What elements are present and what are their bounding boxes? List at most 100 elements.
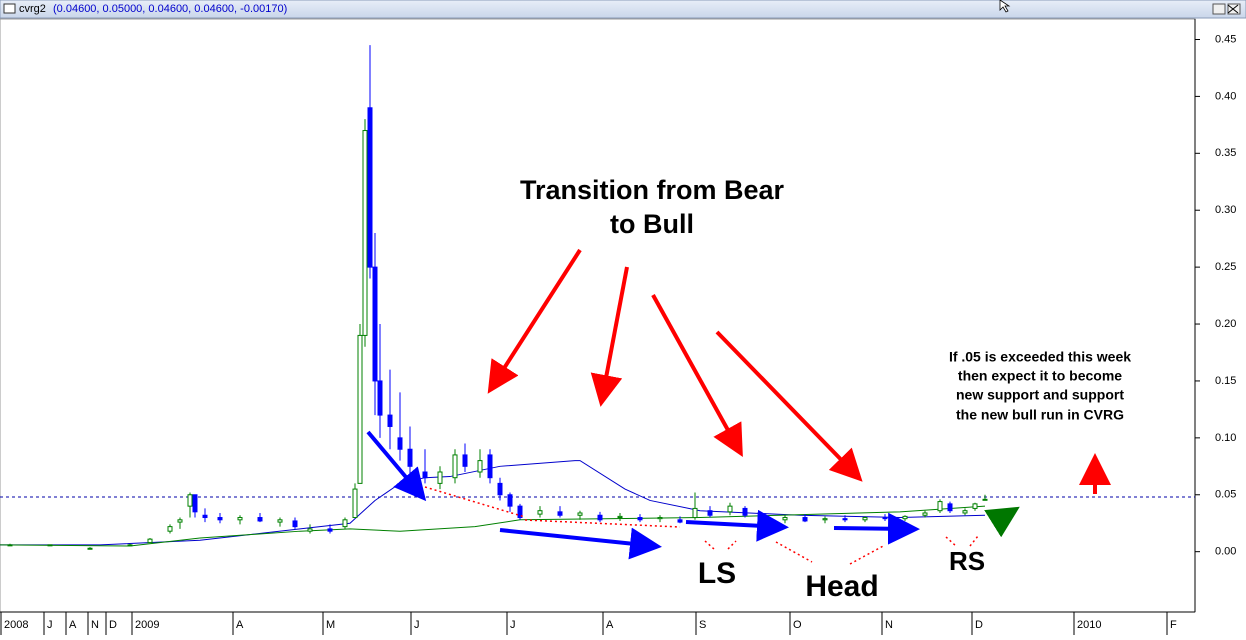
- candle-body: [707, 510, 713, 516]
- candle-body: [762, 517, 768, 521]
- candle-body: [367, 107, 373, 268]
- candle-body: [487, 454, 493, 479]
- candle-body: [422, 471, 428, 479]
- candle-body: [87, 547, 93, 550]
- candle-body: [617, 515, 623, 519]
- candle-body: [397, 437, 403, 450]
- candle-body: [477, 460, 483, 473]
- trend-line: [524, 519, 681, 528]
- candle-body: [327, 528, 333, 532]
- candle-body: [962, 510, 968, 514]
- plot-area: [0, 18, 1196, 613]
- candle-body: [947, 503, 953, 512]
- candle-body: [7, 544, 13, 547]
- label-rs: RS: [949, 546, 985, 576]
- pattern-mark: [849, 544, 886, 565]
- label-ls: LS: [698, 557, 736, 590]
- arrow: [499, 527, 662, 560]
- candle-body: [692, 507, 698, 519]
- cursor: [999, 0, 1011, 13]
- candle-body: [357, 334, 363, 484]
- candle-body: [342, 519, 348, 528]
- window-icon: [3, 3, 16, 14]
- candle-body: [982, 498, 988, 501]
- x-tick-label: A: [606, 619, 614, 631]
- x-tick-label: S: [699, 619, 706, 631]
- y-tick-label: 0.30: [1215, 204, 1236, 216]
- x-tick-label: N: [91, 619, 99, 631]
- x-tick-label: D: [109, 619, 117, 631]
- arrow: [715, 330, 863, 482]
- arrow: [487, 248, 582, 394]
- candle-body: [292, 520, 298, 528]
- symbol: cvrg2: [19, 3, 46, 15]
- candle-body: [597, 514, 603, 521]
- candle-body: [187, 494, 193, 507]
- moving-average: [0, 460, 986, 546]
- candle-body: [727, 505, 733, 513]
- y-tick-label: 0.10: [1215, 432, 1236, 444]
- candle-body: [822, 518, 828, 521]
- annotation-title: Transition from Bear: [520, 175, 785, 205]
- x-tick-label: M: [326, 619, 335, 631]
- candle-body: [407, 448, 413, 467]
- candle-body: [147, 538, 153, 544]
- pattern-mark: [727, 540, 737, 550]
- x-tick-label: 2010: [1077, 619, 1101, 631]
- note: then expect it to become: [958, 368, 1122, 384]
- candle-body: [922, 512, 928, 516]
- close-button[interactable]: [1227, 3, 1241, 15]
- arrow: [590, 266, 629, 407]
- candle-body: [577, 512, 583, 516]
- close-icon: [1227, 4, 1239, 14]
- candle-body: [362, 130, 368, 336]
- candle-body: [47, 544, 53, 547]
- x-tick-label: J: [47, 619, 53, 631]
- y-tick-label: 0.20: [1215, 318, 1236, 330]
- candle-body: [437, 471, 443, 484]
- candle-body: [802, 517, 808, 522]
- candle-body: [497, 482, 503, 496]
- candle-body: [352, 488, 358, 519]
- candle-body: [937, 501, 943, 512]
- candle-body: [972, 503, 978, 509]
- y-tick-label: 0.35: [1215, 147, 1236, 159]
- x-tick-label: A: [69, 619, 77, 631]
- y-tick-label: 0.05: [1215, 489, 1236, 501]
- y-tick-label: 0.45: [1215, 33, 1236, 45]
- y-tick-label: 0.15: [1215, 375, 1236, 387]
- pattern-mark: [775, 541, 813, 563]
- x-tick-label: O: [793, 619, 802, 631]
- candle-body: [192, 494, 198, 513]
- candle-body: [377, 380, 383, 416]
- candle-body: [237, 517, 243, 521]
- candle-body: [537, 510, 543, 515]
- x-tick-label: J: [510, 619, 516, 631]
- candle-body: [637, 517, 643, 521]
- y-tick-label: 0.40: [1215, 90, 1236, 102]
- x-tick-label: D: [975, 619, 983, 631]
- candle-body: [657, 517, 663, 520]
- candle-body: [127, 544, 133, 547]
- candle-body: [217, 517, 223, 521]
- restore-button[interactable]: [1212, 3, 1226, 15]
- candle-body: [167, 526, 173, 532]
- candle-body: [177, 519, 183, 523]
- pattern-mark: [704, 540, 715, 550]
- candle-body: [902, 515, 908, 520]
- label-head: Head: [805, 570, 878, 603]
- candle-body: [452, 454, 458, 479]
- y-tick-label: 0.00: [1215, 546, 1236, 558]
- x-tick-label: 2009: [135, 619, 159, 631]
- candle-body: [862, 517, 868, 521]
- candle-body: [307, 528, 313, 532]
- quote: (0.04600, 0.05000, 0.04600, 0.04600, -0.…: [53, 3, 287, 15]
- arrow: [651, 294, 743, 457]
- x-tick-label: F: [1170, 619, 1177, 631]
- x-tick-label: N: [885, 619, 893, 631]
- candle-body: [742, 507, 748, 516]
- candle-body: [507, 494, 513, 507]
- candle-body: [782, 517, 788, 521]
- candle-body: [257, 517, 263, 522]
- candle-body: [557, 511, 563, 516]
